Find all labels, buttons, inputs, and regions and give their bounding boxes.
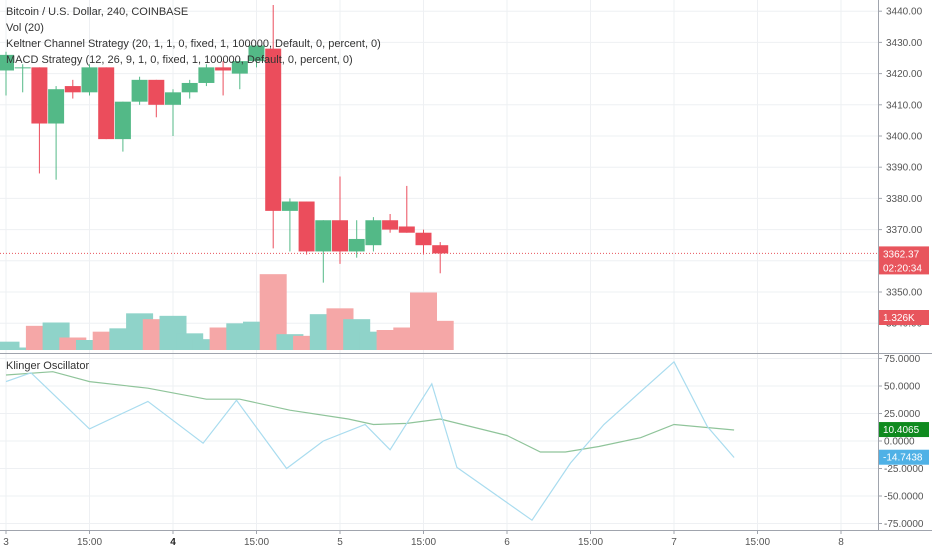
indicator-macd[interactable]: MACD Strategy (12, 26, 9, 1, 0, fixed, 1… (6, 54, 353, 66)
symbol-title[interactable]: Bitcoin / U.S. Dollar, 240, COINBASE (6, 6, 189, 18)
price-tick-label: 3380.00 (886, 194, 923, 205)
candle-body (131, 79, 148, 102)
candle-body (332, 220, 348, 252)
last-price-tag-text: 3362.37 (883, 249, 920, 260)
last-price-tag-bg (879, 246, 929, 275)
signal-value-tag-bg (879, 422, 929, 438)
volume-bar (192, 339, 220, 350)
candle-body (382, 220, 399, 230)
candle-body (281, 201, 298, 211)
candle-body (298, 201, 315, 252)
klinger-signal-line (5, 371, 735, 453)
price-tick-label: 3410.00 (886, 100, 923, 111)
osc-tick-label: 75.0000 (884, 354, 921, 365)
volume-bar (76, 340, 103, 350)
last-price-tag-text: 02:20:34 (883, 263, 922, 274)
time-tick-label: 15:00 (244, 537, 269, 548)
volume-bar (426, 320, 454, 350)
time-tick-label: 5 (337, 537, 343, 548)
volume-bars (0, 274, 454, 350)
grid (0, 0, 878, 530)
price-candles (0, 4, 449, 283)
osc-tick-label: -50.0000 (884, 492, 924, 503)
time-tick-label: 8 (838, 537, 844, 548)
candle-body (315, 220, 332, 252)
kvo-value-tag-bg (879, 449, 929, 465)
time-tick-label: 7 (671, 537, 677, 548)
candle-body (165, 92, 181, 105)
volume-tag-text: 1.326K (883, 313, 915, 324)
volume-tag-bg (879, 310, 929, 325)
candle-body (248, 45, 265, 62)
osc-tick-label: -25.0000 (884, 464, 924, 475)
signal-value-tag-text: 10.4065 (883, 425, 920, 436)
candle-body (348, 238, 365, 252)
candle-body (265, 48, 282, 211)
time-tick-label: 15:00 (77, 537, 102, 548)
candle-body (31, 67, 48, 124)
candle-body (231, 61, 248, 74)
candle-body (98, 67, 115, 140)
indicator-vol[interactable]: Vol (20) (6, 22, 44, 34)
volume-bar (9, 347, 37, 350)
candle-body (0, 54, 14, 71)
price-tick-label: 3350.00 (886, 288, 923, 299)
candle-body (415, 232, 432, 246)
candle-body (432, 245, 449, 254)
price-tick-label: 3370.00 (886, 225, 923, 236)
candle-body (398, 226, 415, 233)
candle-body (48, 89, 65, 124)
candle-body (14, 67, 31, 69)
time-tick-label: 15:00 (745, 537, 770, 548)
osc-tick-label: 0.0000 (884, 437, 915, 448)
time-tick-label: 3 (3, 537, 9, 548)
candle-body (365, 220, 382, 246)
price-tick-label: 3430.00 (886, 38, 923, 49)
candle-body (81, 67, 98, 93)
candle-body (148, 79, 165, 105)
candle-body (114, 101, 131, 140)
price-tick-label: 3420.00 (886, 69, 923, 80)
osc-tick-label: 25.0000 (884, 409, 921, 420)
osc-tick-label: -75.0000 (884, 519, 924, 530)
volume-bar (0, 341, 20, 350)
klinger-oscillator-pane (5, 360, 735, 522)
candle-body (181, 82, 198, 93)
time-tick-label: 6 (504, 537, 510, 548)
axis-value-tags: 3362.37 02:20:34 1.326K 10.4065 -14.7438 (879, 246, 929, 465)
candle-body (64, 86, 81, 93)
klinger-kvo-line (5, 360, 735, 522)
osc-tick-label: 50.0000 (884, 382, 921, 393)
price-tick-label: 3400.00 (886, 132, 923, 143)
kvo-value-tag-text: -14.7438 (883, 453, 923, 464)
oscillator-title[interactable]: Klinger Oscillator (6, 360, 90, 372)
price-tick-label: 3440.00 (886, 7, 923, 18)
time-tick-label: 15:00 (578, 537, 603, 548)
time-tick-label: 4 (170, 537, 176, 548)
time-tick-label: 15:00 (411, 537, 436, 548)
price-tick-label: 3390.00 (886, 163, 923, 174)
candle-body (198, 67, 215, 83)
candle-body (215, 67, 232, 71)
indicator-keltner[interactable]: Keltner Channel Strategy (20, 1, 1, 0, f… (6, 38, 381, 50)
